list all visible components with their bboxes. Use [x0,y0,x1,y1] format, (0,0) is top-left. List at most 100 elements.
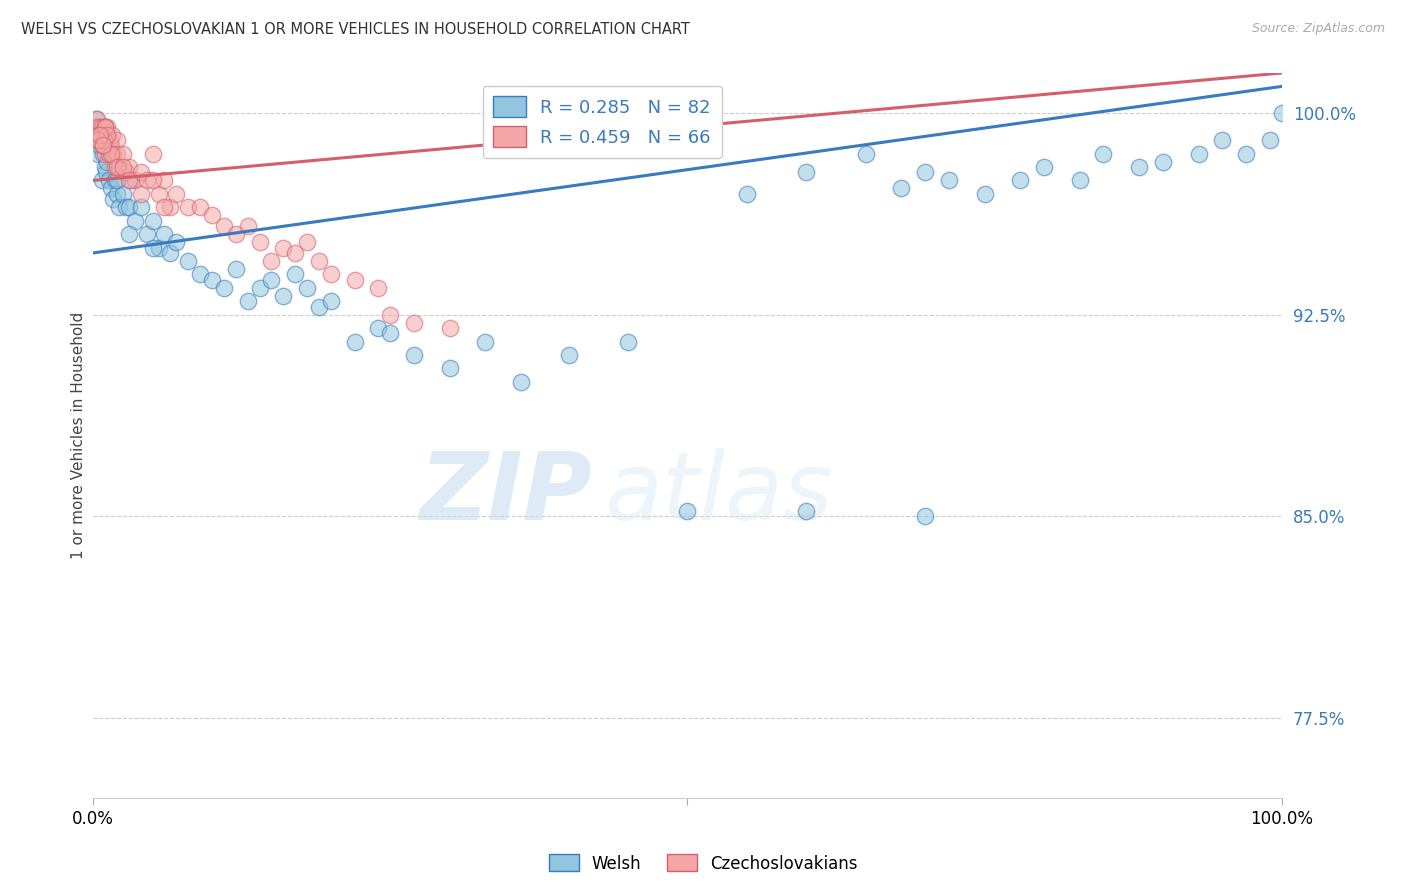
Point [96,154,118,169]
Point [94,120,117,134]
Point [86,112,108,126]
Point [93,133,115,147]
Point [89,120,111,134]
Point [118,200,141,214]
Point [84,112,107,126]
Point [177,200,200,214]
Text: atlas: atlas [605,448,832,539]
Point [100,146,122,161]
Point [273,241,295,255]
Point [319,294,342,309]
Point [111,186,134,201]
Point [249,281,271,295]
Point [101,128,124,142]
Point [914,509,936,524]
Point [249,235,271,250]
Point [118,227,141,241]
Point [914,165,936,179]
Point [295,235,318,250]
Point [212,281,235,295]
Point [159,200,181,214]
Point [439,321,461,335]
Point [89,128,111,142]
Point [319,268,342,282]
Point [97,173,120,187]
Point [84,120,107,134]
Point [142,213,165,227]
Point [86,128,108,142]
Point [201,208,224,222]
Point [111,146,134,161]
Point [105,160,128,174]
Point [973,186,995,201]
Point [794,165,817,179]
Point [89,128,111,142]
Point [938,173,960,187]
Point [142,173,165,187]
Point [94,160,117,174]
Point [94,120,117,134]
Point [439,361,461,376]
Point [890,181,912,195]
Point [1271,106,1294,120]
Point [404,348,426,362]
Point [91,138,114,153]
Point [159,246,181,260]
Point [153,173,176,187]
Point [225,262,247,277]
Point [153,200,176,214]
Point [103,160,125,174]
Point [201,273,224,287]
Point [89,133,111,147]
Point [236,294,259,309]
Point [177,254,200,268]
Point [87,146,110,161]
Point [94,120,117,134]
Point [1152,154,1174,169]
Point [90,120,112,134]
Point [1033,160,1056,174]
Point [90,138,112,153]
Point [124,213,146,227]
Point [1128,160,1150,174]
Point [86,120,108,134]
Point [343,334,366,349]
Point [135,173,157,187]
Point [367,321,389,335]
Point [135,227,157,241]
Point [1258,133,1281,147]
Point [1010,173,1032,187]
Point [89,133,111,147]
Point [87,128,110,142]
Point [93,128,115,142]
Point [1092,146,1115,161]
Point [124,173,146,187]
Point [100,181,122,195]
Point [148,186,170,201]
Point [105,173,128,187]
Point [557,348,579,362]
Point [794,504,817,518]
Point [308,300,330,314]
Point [165,186,187,201]
Point [87,133,110,147]
Point [118,160,141,174]
Point [105,186,128,201]
Point [404,316,426,330]
Point [308,254,330,268]
Legend: Welsh, Czechoslovakians: Welsh, Czechoslovakians [541,847,865,880]
Point [1187,146,1209,161]
Point [510,375,533,389]
Point [89,120,111,134]
Text: WELSH VS CZECHOSLOVAKIAN 1 OR MORE VEHICLES IN HOUSEHOLD CORRELATION CHART: WELSH VS CZECHOSLOVAKIAN 1 OR MORE VEHIC… [21,22,690,37]
Point [474,334,496,349]
Point [103,173,125,187]
Point [260,254,283,268]
Point [1211,133,1233,147]
Point [105,146,128,161]
Point [98,138,121,153]
Point [94,146,117,161]
Point [188,268,211,282]
Point [236,219,259,233]
Point [115,165,138,179]
